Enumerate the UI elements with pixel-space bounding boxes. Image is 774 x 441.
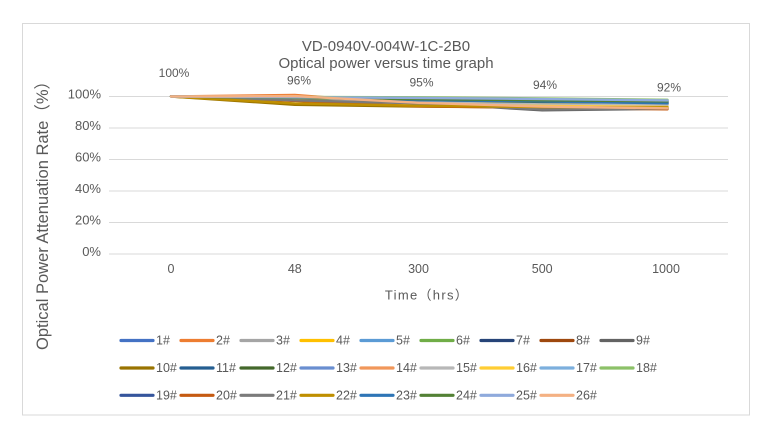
svg-text:0: 0 xyxy=(168,262,175,276)
svg-text:Time（hrs）: Time（hrs） xyxy=(385,288,469,303)
svg-text:7#: 7# xyxy=(516,334,530,348)
svg-text:8#: 8# xyxy=(576,334,590,348)
svg-text:20%: 20% xyxy=(75,213,101,228)
svg-text:13#: 13# xyxy=(336,361,357,375)
svg-text:17#: 17# xyxy=(576,361,597,375)
svg-text:4#: 4# xyxy=(336,334,350,348)
svg-text:23#: 23# xyxy=(396,389,417,403)
svg-text:100%: 100% xyxy=(68,87,102,102)
svg-text:300: 300 xyxy=(408,262,429,276)
svg-text:6#: 6# xyxy=(456,334,470,348)
svg-text:1#: 1# xyxy=(156,334,170,348)
svg-text:11#: 11# xyxy=(216,361,236,375)
svg-text:60%: 60% xyxy=(75,150,101,165)
svg-text:40%: 40% xyxy=(75,181,101,196)
svg-text:14#: 14# xyxy=(396,361,417,375)
svg-text:48: 48 xyxy=(288,262,302,276)
svg-text:18#: 18# xyxy=(636,361,657,375)
svg-text:95%: 95% xyxy=(409,76,433,90)
svg-text:1000: 1000 xyxy=(652,262,680,276)
svg-text:96%: 96% xyxy=(287,74,311,88)
svg-text:100%: 100% xyxy=(159,66,190,80)
svg-text:3#: 3# xyxy=(276,334,290,348)
svg-text:26#: 26# xyxy=(576,389,597,403)
svg-text:24#: 24# xyxy=(456,389,477,403)
svg-text:12#: 12# xyxy=(276,361,297,375)
svg-text:VD-0940V-004W-1C-2B0: VD-0940V-004W-1C-2B0 xyxy=(302,38,470,55)
svg-text:2#: 2# xyxy=(216,334,230,348)
svg-text:94%: 94% xyxy=(533,78,557,92)
svg-text:9#: 9# xyxy=(636,334,650,348)
svg-text:15#: 15# xyxy=(456,361,477,375)
svg-text:92%: 92% xyxy=(657,81,681,95)
svg-text:10#: 10# xyxy=(156,361,177,375)
svg-text:5#: 5# xyxy=(396,334,410,348)
svg-text:Optical Power Attenuation Rate: Optical Power Attenuation Rate（%） xyxy=(33,73,52,350)
svg-text:22#: 22# xyxy=(336,389,357,403)
svg-text:25#: 25# xyxy=(516,389,537,403)
svg-text:80%: 80% xyxy=(75,118,101,133)
svg-text:20#: 20# xyxy=(216,389,237,403)
svg-text:500: 500 xyxy=(532,262,553,276)
svg-text:0%: 0% xyxy=(82,244,101,259)
svg-text:21#: 21# xyxy=(276,389,297,403)
svg-text:19#: 19# xyxy=(156,389,177,403)
svg-text:Optical power versus time grap: Optical power versus time graph xyxy=(278,55,493,72)
svg-text:16#: 16# xyxy=(516,361,537,375)
